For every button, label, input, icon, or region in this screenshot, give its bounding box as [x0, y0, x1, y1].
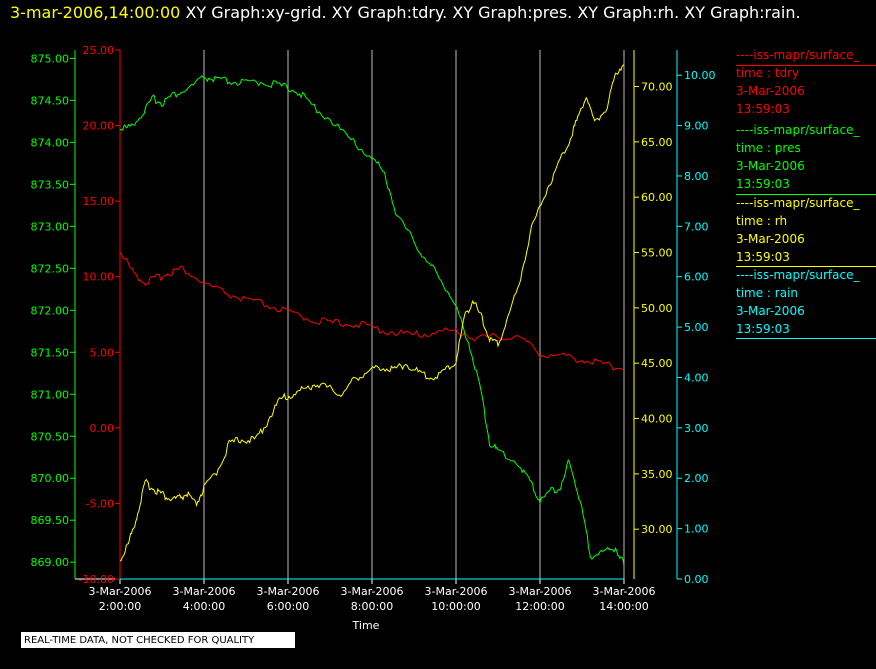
- pres-tick-label: 873.50: [31, 178, 70, 191]
- tdry-tick-label: 25.00: [83, 44, 115, 57]
- legend-source: ----iss-mapr/surface_: [736, 123, 860, 137]
- legend-time: 13:59:03: [736, 177, 790, 191]
- x-tick-date-label: 3-Mar-2006: [341, 585, 404, 598]
- pres-tick-label: 874.50: [31, 94, 70, 107]
- tdry-series-line: [119, 251, 625, 371]
- pres-tick-label: 869.00: [31, 556, 70, 569]
- legend-date: 3-Mar-2006: [736, 84, 805, 98]
- legend-time: 13:59:03: [736, 102, 790, 116]
- rain-tick-label: 6.00: [684, 271, 709, 284]
- x-tick-date-label: 3-Mar-2006: [89, 585, 152, 598]
- rain-tick-label: 8.00: [684, 170, 709, 183]
- header-timestamp: 3-mar-2006,14:00:00: [10, 3, 181, 22]
- rain-tick-label: 9.00: [684, 120, 709, 133]
- quality-warning-label: REAL-TIME DATA, NOT CHECKED FOR QUALITY: [20, 631, 296, 649]
- legend-date: 3-Mar-2006: [736, 159, 805, 173]
- rain-tick-label: 10.00: [684, 69, 716, 82]
- pres-tick-label: 872.50: [31, 262, 70, 275]
- legend-variable: time : tdry: [736, 66, 800, 80]
- tdry-tick-label: 10.00: [83, 271, 115, 284]
- x-tick-time-label: 8:00:00: [351, 600, 393, 613]
- rh-tick-label: 35.00: [641, 468, 673, 481]
- legend-source: ----iss-mapr/surface_: [736, 196, 860, 210]
- legend-tdry: ----iss-mapr/surface_ time : tdry 3-Mar-…: [736, 46, 876, 118]
- x-tick-date-label: 3-Mar-2006: [509, 585, 572, 598]
- rh-tick-label: 45.00: [641, 357, 673, 370]
- legend-rh: ----iss-mapr/surface_ time : rh 3-Mar-20…: [736, 194, 876, 266]
- legend-date: 3-Mar-2006: [736, 304, 805, 318]
- legend-time: 13:59:03: [736, 322, 790, 336]
- rain-tick-label: 2.00: [684, 472, 709, 485]
- x-tick-date-label: 3-Mar-2006: [425, 585, 488, 598]
- rain-tick-label: 0.00: [684, 573, 709, 586]
- rh-series-line: [120, 64, 625, 562]
- rh-tick-label: 65.00: [641, 136, 673, 149]
- legend-time: 13:59:03: [736, 250, 790, 264]
- legend-date: 3-Mar-2006: [736, 232, 805, 246]
- x-axis-title: Time: [352, 619, 380, 632]
- rh-tick-label: 30.00: [641, 523, 673, 536]
- tdry-tick-label: -5.00: [86, 497, 114, 510]
- legend-variable: time : rain: [736, 286, 799, 300]
- rh-tick-label: 55.00: [641, 247, 673, 260]
- pres-tick-label: 875.00: [31, 52, 70, 65]
- legend-variable: time : rh: [736, 214, 788, 228]
- x-tick-date-label: 3-Mar-2006: [173, 585, 236, 598]
- rain-tick-label: 4.00: [684, 371, 709, 384]
- pres-series-line: [119, 74, 625, 567]
- tdry-tick-label: 0.00: [90, 422, 115, 435]
- x-tick-time-label: 6:00:00: [267, 600, 309, 613]
- tdry-tick-label: 5.00: [90, 346, 115, 359]
- tdry-tick-label: 15.00: [83, 195, 115, 208]
- rain-tick-label: 5.00: [684, 321, 709, 334]
- tdry-tick-label: -10.00: [79, 573, 114, 586]
- tdry-tick-label: 20.00: [83, 120, 115, 133]
- legend-pres: ----iss-mapr/surface_ time : pres 3-Mar-…: [736, 121, 876, 193]
- legend-source: ----iss-mapr/surface_: [736, 48, 860, 62]
- pres-tick-label: 874.00: [31, 136, 70, 149]
- pres-tick-label: 871.00: [31, 388, 70, 401]
- pres-tick-label: 872.00: [31, 304, 70, 317]
- x-tick-time-label: 12:00:00: [515, 600, 564, 613]
- x-tick-date-label: 3-Mar-2006: [257, 585, 320, 598]
- header-graph-list: XY Graph:xy-grid. XY Graph:tdry. XY Grap…: [185, 3, 801, 22]
- rh-tick-label: 50.00: [641, 302, 673, 315]
- x-tick-time-label: 14:00:00: [599, 600, 648, 613]
- x-tick-time-label: 2:00:00: [99, 600, 141, 613]
- pres-tick-label: 871.50: [31, 346, 70, 359]
- pres-tick-label: 873.00: [31, 220, 70, 233]
- rh-tick-label: 70.00: [641, 81, 673, 94]
- x-tick-date-label: 3-Mar-2006: [593, 585, 656, 598]
- pres-tick-label: 870.50: [31, 430, 70, 443]
- legend-variable: time : pres: [736, 141, 801, 155]
- pres-tick-label: 870.00: [31, 472, 70, 485]
- x-tick-time-label: 10:00:00: [431, 600, 480, 613]
- legend-separators: [736, 65, 876, 339]
- rh-tick-label: 40.00: [641, 413, 673, 426]
- rain-tick-label: 3.00: [684, 422, 709, 435]
- chart-header: 3-mar-2006,14:00:00 XY Graph:xy-grid. XY…: [10, 3, 801, 22]
- legend-source: ----iss-mapr/surface_: [736, 268, 860, 282]
- rain-tick-label: 7.00: [684, 220, 709, 233]
- pres-tick-label: 869.50: [31, 514, 70, 527]
- rain-tick-label: 1.00: [684, 523, 709, 536]
- x-tick-time-label: 4:00:00: [183, 600, 225, 613]
- legend-rain: ----iss-mapr/surface_ time : rain 3-Mar-…: [736, 266, 876, 338]
- rh-tick-label: 60.00: [641, 191, 673, 204]
